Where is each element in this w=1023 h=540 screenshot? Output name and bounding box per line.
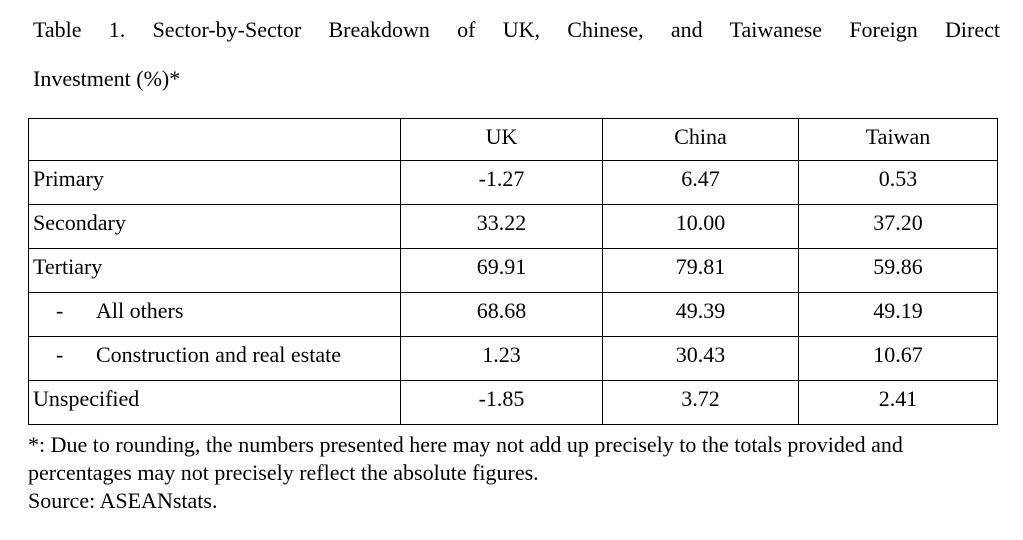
- cell-value: 10.00: [602, 204, 799, 249]
- row-label: Unspecified: [28, 380, 401, 425]
- footnote-asterisk: *: Due to rounding, the numbers presente…: [28, 432, 903, 485]
- row-label-text: All others: [96, 298, 184, 323]
- fdi-sector-table: UK China Taiwan Primary -1.27 6.47 0.53 Seco…: [28, 118, 998, 425]
- cell-value: 68.68: [400, 292, 603, 337]
- table-header-row: UK China Taiwan: [28, 118, 998, 161]
- table-body: Primary -1.27 6.47 0.53 Secondary 33.22 10.00 3…: [28, 160, 998, 425]
- table-row: Unspecified -1.85 3.72 2.41: [28, 380, 998, 425]
- cell-value: 3.72: [602, 380, 799, 425]
- indent-dash: -: [56, 342, 64, 367]
- page: Table 1. Sector-by-Sector Breakdown of U…: [28, 3, 1000, 515]
- table-caption: Table 1. Sector-by-Sector Breakdown of U…: [33, 3, 1000, 103]
- row-label: - Construction and real estate: [28, 336, 401, 381]
- row-label-text: Construction and real estate: [96, 342, 341, 367]
- table-row: Primary -1.27 6.47 0.53: [28, 160, 998, 205]
- footnote-source: Source: ASEANstats.: [28, 488, 218, 513]
- header-cell-empty: [28, 118, 401, 161]
- cell-value: 49.19: [798, 292, 998, 337]
- header-cell-uk: UK: [400, 118, 603, 161]
- cell-value: 69.91: [400, 248, 603, 293]
- cell-value: 33.22: [400, 204, 603, 249]
- table-row: - All others 68.68 49.39 49.19: [28, 292, 998, 337]
- header-cell-taiwan: Taiwan: [798, 118, 998, 161]
- cell-value: 6.47: [602, 160, 799, 205]
- cell-value: 30.43: [602, 336, 799, 381]
- row-label: Secondary: [28, 204, 401, 249]
- cell-value: 79.81: [602, 248, 799, 293]
- cell-value: 2.41: [798, 380, 998, 425]
- footnotes: *: Due to rounding, the numbers presente…: [28, 431, 1000, 515]
- row-label: Primary: [28, 160, 401, 205]
- cell-value: 49.39: [602, 292, 799, 337]
- cell-value: 1.23: [400, 336, 603, 381]
- cell-value: 0.53: [798, 160, 998, 205]
- row-label: Tertiary: [28, 248, 401, 293]
- cell-value: 59.86: [798, 248, 998, 293]
- cell-value: 37.20: [798, 204, 998, 249]
- header-cell-china: China: [602, 118, 799, 161]
- row-label: - All others: [28, 292, 401, 337]
- cell-value: -1.27: [400, 160, 603, 205]
- cell-value: -1.85: [400, 380, 603, 425]
- table-caption-line2: Investment (%)*: [33, 66, 181, 91]
- table-row: Secondary 33.22 10.00 37.20: [28, 204, 998, 249]
- cell-value: 10.67: [798, 336, 998, 381]
- table-row: Tertiary 69.91 79.81 59.86: [28, 248, 998, 293]
- table-caption-line1: Table 1. Sector-by-Sector Breakdown of U…: [33, 17, 1000, 42]
- indent-dash: -: [56, 298, 64, 323]
- table-row: - Construction and real estate 1.23 30.43 10…: [28, 336, 998, 381]
